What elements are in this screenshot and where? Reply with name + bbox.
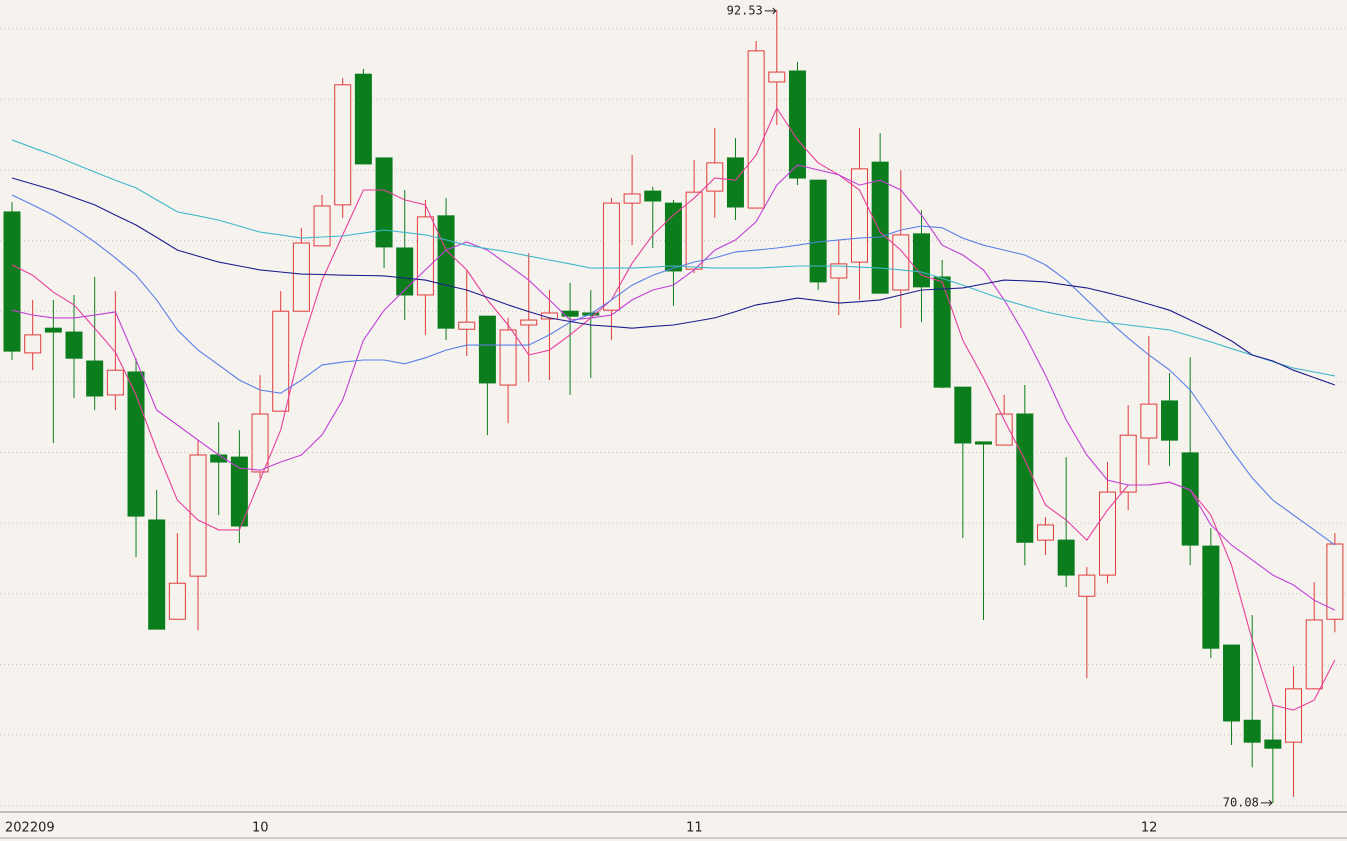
candle-body <box>520 319 538 326</box>
candle-body <box>1285 688 1303 743</box>
candle-body <box>933 276 951 388</box>
candle-body <box>148 519 166 630</box>
candle-body <box>354 73 372 165</box>
candle-body <box>396 247 414 296</box>
candle-body <box>809 179 827 283</box>
moving-average-line <box>11 106 1336 711</box>
x-tick-label: 10 <box>252 821 269 836</box>
low-annotation: 70.08 <box>1223 795 1259 809</box>
candle-body <box>3 211 21 352</box>
candle-body <box>499 329 517 386</box>
annotation-arrow <box>1260 799 1273 807</box>
candle-body <box>685 191 703 270</box>
candle-body <box>871 161 889 294</box>
candle-body <box>664 202 682 272</box>
candle-body <box>458 321 476 330</box>
candle-body <box>747 50 765 209</box>
moving-average-line <box>11 139 1336 377</box>
candle-body <box>24 334 42 354</box>
candle-body <box>1223 644 1241 722</box>
candle-body <box>623 193 641 204</box>
candle-body <box>86 360 104 397</box>
candle-body <box>189 454 207 577</box>
candle-body <box>561 310 579 317</box>
candle-body <box>1057 539 1075 576</box>
x-tick-label: 202209 <box>5 821 55 836</box>
candle-body <box>726 157 744 208</box>
candle-body <box>251 413 269 473</box>
candle-body <box>995 413 1013 446</box>
candle-body <box>1264 739 1282 749</box>
candle-body <box>416 216 434 296</box>
candle-body <box>1078 574 1096 597</box>
candle-body <box>602 202 620 311</box>
moving-average-line <box>11 194 1336 546</box>
candle-body <box>292 242 310 312</box>
candle-body <box>1326 543 1344 620</box>
candle-body <box>65 331 83 359</box>
candle-body <box>334 84 352 206</box>
candle-body <box>1016 413 1034 543</box>
high-annotation: 92.53 <box>727 3 763 17</box>
candle-body <box>1140 403 1158 439</box>
candle-body <box>437 215 455 329</box>
candle-body <box>706 162 724 192</box>
candle-body <box>1161 400 1179 441</box>
candle-body <box>830 263 848 279</box>
candle-body <box>168 582 186 620</box>
candle-body <box>788 70 806 179</box>
moving-average-line <box>11 177 1336 386</box>
candle-body <box>644 190 662 202</box>
candle-body <box>912 233 930 288</box>
candle-body <box>1037 524 1054 541</box>
candle-body <box>44 327 62 333</box>
candle-body <box>106 369 124 396</box>
annotation-arrow <box>764 7 777 15</box>
moving-average-line <box>11 164 1336 611</box>
candle-body <box>954 386 972 444</box>
candle-body <box>768 71 786 83</box>
candle-body <box>127 371 145 517</box>
candle-body <box>1119 434 1137 493</box>
candle-body <box>230 456 248 527</box>
x-tick-label: 12 <box>1141 821 1158 836</box>
candle-body <box>974 441 992 445</box>
candle-body <box>1099 491 1117 576</box>
candle-body <box>272 310 290 412</box>
x-tick-label: 11 <box>686 821 703 836</box>
candle-body <box>375 157 393 248</box>
candle-body <box>313 205 331 247</box>
candle-body <box>1305 619 1323 690</box>
candle-body <box>1243 719 1261 743</box>
candle-body <box>1202 545 1220 649</box>
candle-body <box>892 234 910 291</box>
candle-body <box>478 315 496 384</box>
